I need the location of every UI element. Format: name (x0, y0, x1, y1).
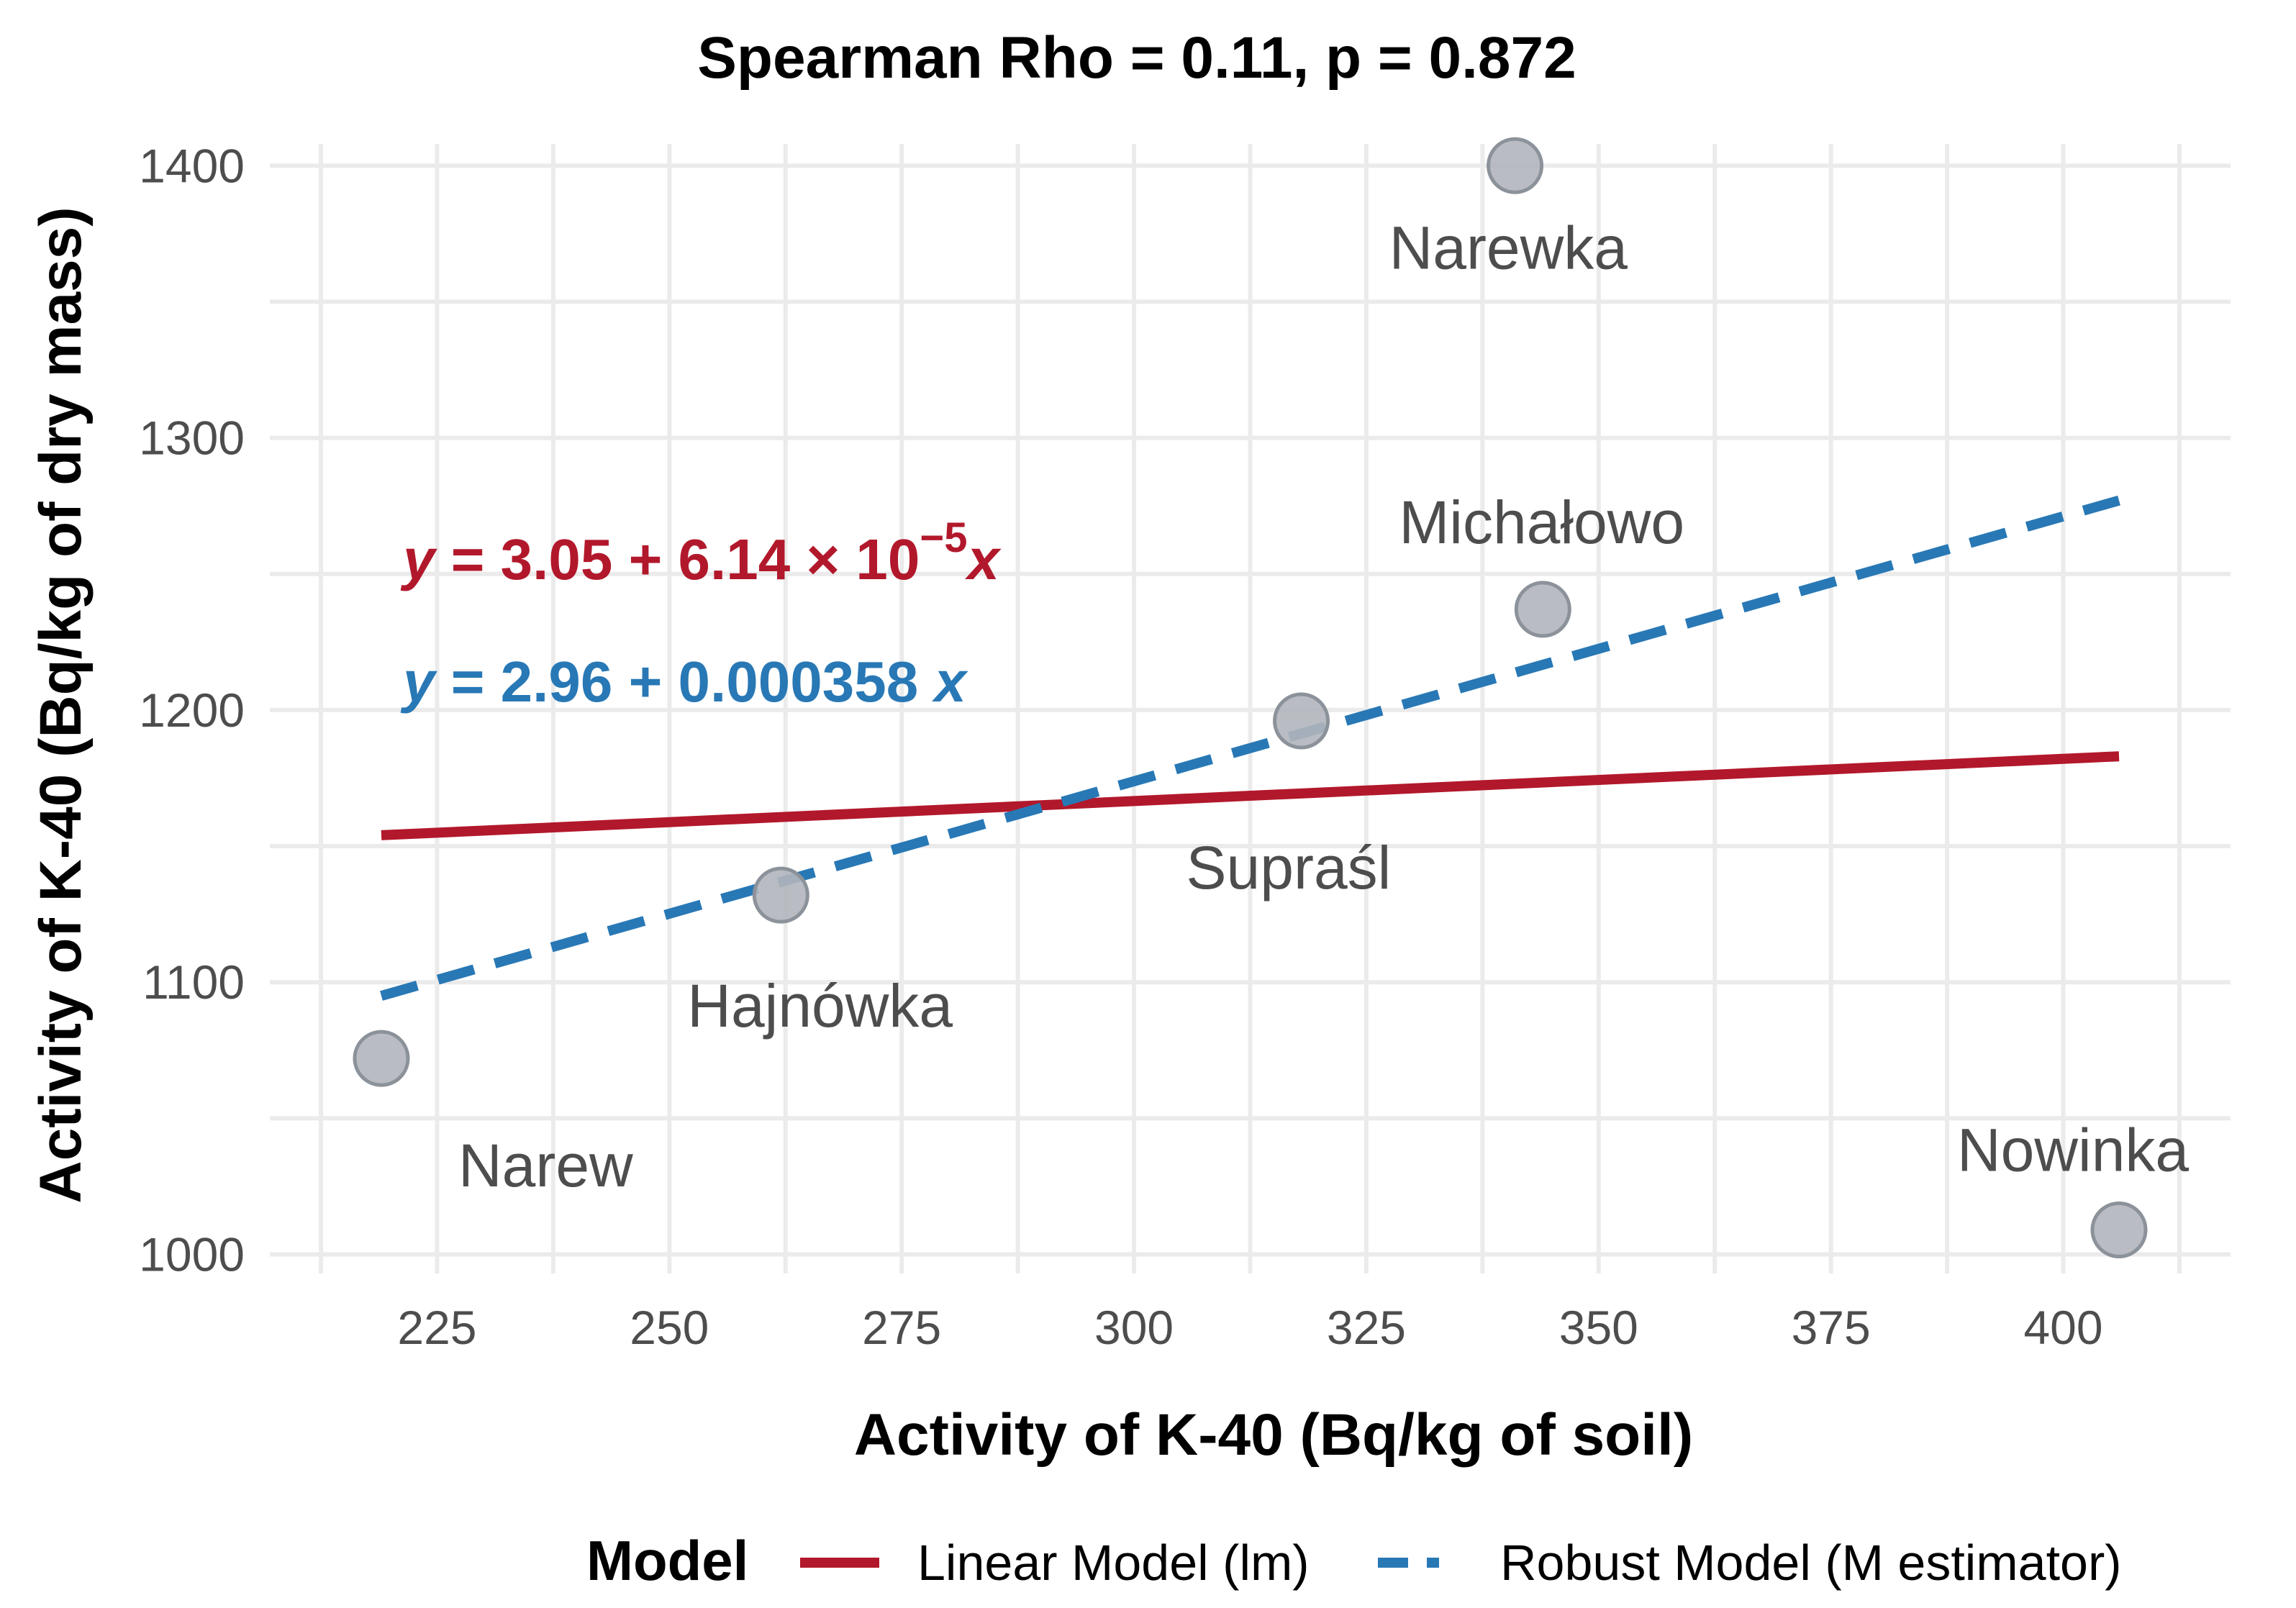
x-tick-label: 250 (630, 1301, 709, 1354)
point-label: Narew (458, 1132, 633, 1199)
x-tick-label: 275 (862, 1301, 941, 1354)
x-axis-title: Activity of K-40 (Bq/kg of soil) (854, 1402, 1693, 1468)
point-label: Michałowo (1399, 489, 1684, 556)
point-label: Hajnówka (687, 972, 953, 1040)
y-tick-label: 1100 (142, 955, 245, 1009)
point-label: Supraśl (1186, 834, 1392, 901)
grid (270, 144, 2231, 1273)
equation-body: = 2.96 + 0.000358 (435, 650, 935, 714)
linear-model-line (381, 751, 2120, 840)
robust-model-line (380, 495, 2120, 1001)
legend: Model Linear Model (lm) Robust Model (M … (586, 1529, 2122, 1592)
x-axis-ticks: 225 250 275 300 325 350 375 400 (397, 1301, 2102, 1354)
equations: y = 3.05 + 6.14 × 10−5xy = 2.96 + 0.0003… (400, 514, 1002, 714)
x-tick-label: 300 (1094, 1301, 1174, 1354)
data-point (2090, 1201, 2148, 1258)
point-labels: Narew Hajnówka Supraśl Narewka Michałowo Nowi… (458, 214, 2189, 1199)
y-axis-ticks: 1000 1100 1200 1300 1400 (139, 139, 245, 1281)
x-tick-label: 400 (2023, 1301, 2102, 1354)
y-tick-label: 1200 (139, 683, 245, 737)
data-point (353, 1030, 410, 1087)
linear-equation: y = 3.05 + 6.14 × 10−5x (400, 514, 1002, 591)
y-tick-label: 1000 (139, 1228, 245, 1281)
data-point (752, 866, 809, 924)
y-tick-label: 1400 (139, 139, 245, 192)
equation-x: x (931, 650, 968, 714)
robust-equation: y = 2.96 + 0.000358 x (400, 650, 968, 714)
equation-exponent: −5 (920, 514, 967, 561)
equation-body: = 3.05 + 6.14 × 10 (435, 527, 920, 591)
data-points (353, 137, 2148, 1258)
data-point (1487, 137, 1544, 194)
regression-lines (380, 495, 2120, 1001)
y-tick-label: 1300 (139, 412, 245, 465)
legend-title: Model (586, 1529, 748, 1592)
point-label: Nowinka (1957, 1116, 2189, 1184)
x-tick-label: 225 (397, 1301, 476, 1354)
chart-title: Spearman Rho = 0.11, p = 0.872 (697, 25, 1576, 91)
x-tick-label: 325 (1327, 1301, 1406, 1354)
x-tick-label: 350 (1559, 1301, 1638, 1354)
legend-label-linear: Linear Model (lm) (917, 1535, 1310, 1591)
equation-y: y (400, 527, 437, 591)
x-tick-label: 375 (1792, 1301, 1871, 1354)
equation-x: x (965, 527, 1002, 591)
data-point (1514, 581, 1571, 638)
equation-y: y (400, 650, 437, 714)
data-point (1273, 692, 1330, 750)
legend-label-robust: Robust Model (M estimator) (1500, 1535, 2122, 1591)
y-axis-title: Activity of K-40 (Bq/kg of dry mass) (28, 206, 94, 1203)
point-label: Narewka (1389, 214, 1628, 281)
